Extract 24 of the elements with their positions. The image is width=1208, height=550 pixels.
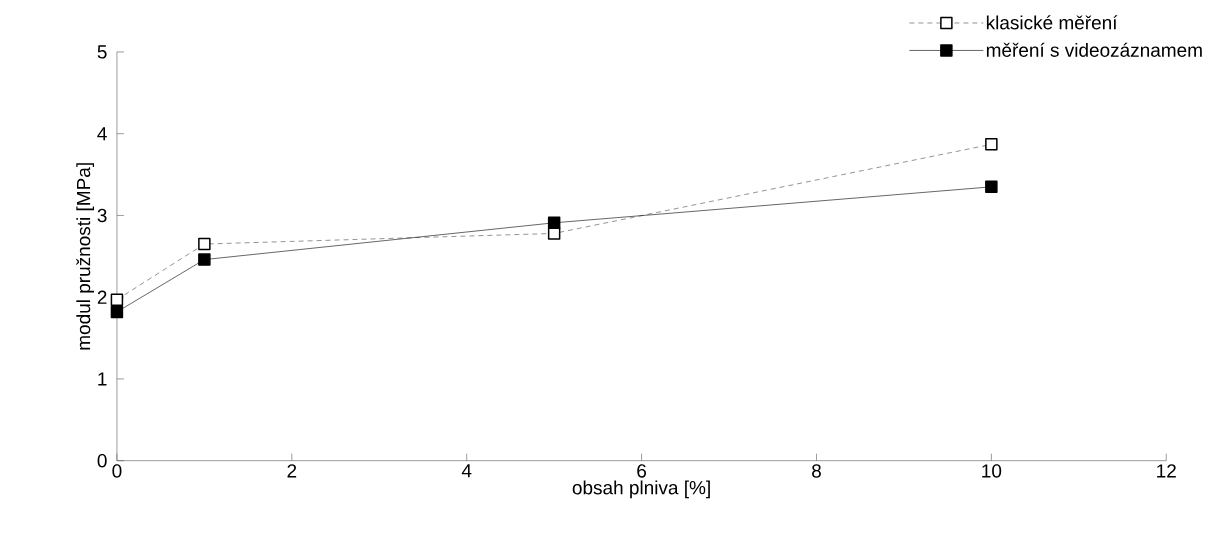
legend-label: klasické měření bbox=[986, 15, 1118, 30]
x-tick-label: 4 bbox=[461, 464, 472, 478]
x-tick-label: 12 bbox=[1157, 464, 1176, 478]
legend-label: měření s videozáznamem bbox=[986, 42, 1202, 58]
y-tick-label: 3 bbox=[97, 208, 107, 223]
point bbox=[110, 293, 124, 307]
y-tick-label: 0 bbox=[97, 454, 107, 468]
point bbox=[198, 238, 211, 251]
x-tick-label: 6 bbox=[637, 464, 647, 478]
x-tick-label: 0 bbox=[112, 464, 122, 478]
x-axis-title: obsah plniva [%] bbox=[572, 480, 710, 499]
x-tick-label: 8 bbox=[812, 464, 821, 478]
y-tick-label: 5 bbox=[97, 45, 107, 59]
x-tick-label: 2 bbox=[287, 464, 297, 478]
y-tick-label: 1 bbox=[98, 372, 107, 386]
y-tick-label: 4 bbox=[97, 127, 107, 141]
point bbox=[547, 216, 561, 230]
point bbox=[110, 305, 124, 319]
point bbox=[985, 138, 998, 151]
point bbox=[198, 253, 211, 267]
x-tick-label: 10 bbox=[982, 464, 1002, 478]
y-tick-label: 2 bbox=[97, 290, 107, 305]
y-axis-title: modul pružnosti [MPa] bbox=[76, 163, 95, 350]
point bbox=[985, 180, 998, 194]
